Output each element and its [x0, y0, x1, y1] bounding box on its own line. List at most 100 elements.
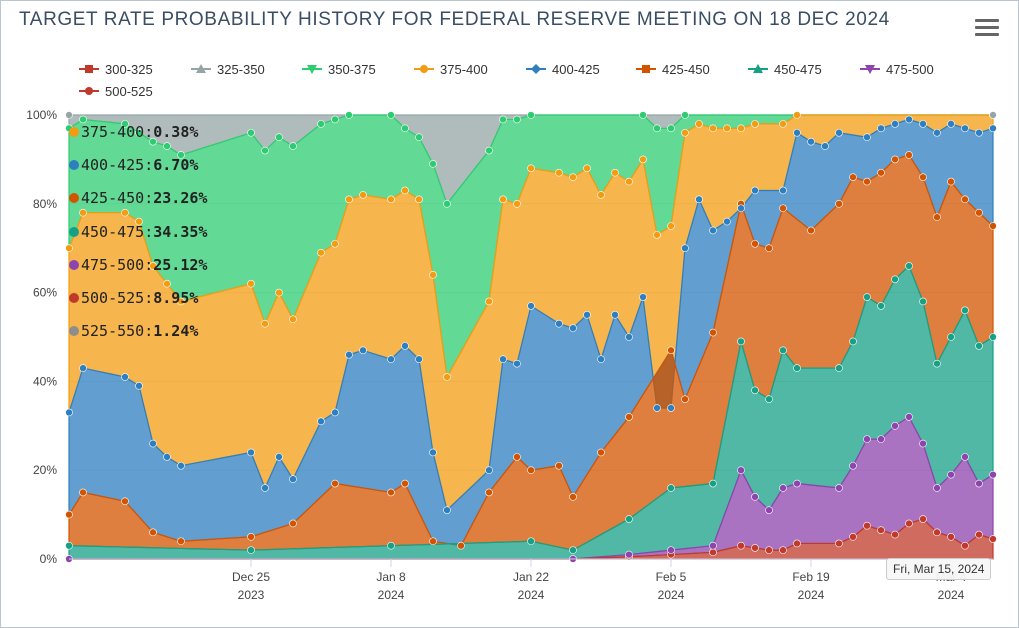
data-point [625, 177, 633, 186]
data-point [499, 355, 507, 364]
x-tick-year: 2024 [938, 588, 965, 602]
data-point [163, 453, 171, 461]
data-point [989, 111, 997, 119]
value-label-value: 8.95% [153, 289, 199, 308]
data-point [177, 537, 185, 546]
data-point [555, 319, 563, 328]
value-label-500-525: 500-525: 8.95% [69, 281, 207, 314]
data-point [975, 128, 983, 137]
data-point [149, 528, 157, 537]
data-point [905, 413, 913, 421]
data-point [639, 293, 647, 301]
data-point [331, 408, 339, 417]
value-label-375-400: 375-400: 0.38% [69, 115, 207, 148]
data-point [835, 364, 843, 372]
data-point [667, 484, 675, 492]
data-point [457, 541, 465, 550]
data-point [415, 195, 423, 204]
data-point [387, 355, 395, 364]
x-tick-year: 2024 [798, 588, 825, 602]
data-point [387, 488, 395, 497]
data-point [569, 493, 577, 501]
data-point [261, 484, 269, 492]
data-point [625, 515, 633, 523]
data-point [387, 195, 395, 204]
data-point [905, 151, 913, 159]
data-point [429, 537, 437, 546]
data-point [569, 546, 577, 554]
data-point [177, 297, 185, 306]
data-point [779, 546, 787, 554]
data-point [961, 195, 969, 204]
data-point [681, 111, 689, 119]
y-tick-label: 80% [33, 197, 57, 211]
legend-item-400-425: 400-425 [552, 62, 600, 77]
data-point [597, 448, 605, 457]
data-point [709, 226, 717, 235]
data-point [933, 484, 941, 492]
data-point [961, 306, 969, 315]
data-point [961, 124, 969, 133]
legend-item-300-325: 300-325 [105, 62, 153, 77]
data-point [737, 541, 745, 550]
data-point [709, 328, 717, 337]
data-point [933, 213, 941, 221]
data-point [163, 142, 171, 150]
data-point [667, 346, 675, 355]
data-point [275, 133, 283, 141]
data-point [597, 191, 605, 199]
data-point [639, 155, 647, 164]
data-point [961, 541, 969, 550]
data-point [149, 439, 157, 448]
data-point [499, 115, 507, 124]
data-point [989, 124, 997, 133]
data-point [429, 160, 437, 168]
value-label-525-550: 525-550: 1.24% [69, 315, 207, 348]
x-tick-year: 2024 [378, 588, 405, 602]
data-point [891, 530, 899, 539]
data-point [331, 115, 339, 124]
data-point [79, 115, 87, 124]
data-point [751, 186, 759, 195]
legend-marker [865, 65, 875, 74]
data-point [401, 342, 409, 350]
data-point [765, 546, 773, 554]
data-point [667, 222, 675, 230]
value-label-name: 500-525: [81, 289, 154, 308]
data-point [793, 539, 801, 548]
value-label-name: 450-475: [81, 222, 154, 241]
data-point [79, 364, 87, 372]
data-point [583, 310, 591, 319]
data-point [849, 337, 857, 346]
data-point [947, 532, 955, 541]
hamburger-menu-icon[interactable] [975, 19, 999, 39]
data-point [877, 302, 885, 310]
data-point [639, 111, 647, 119]
data-point [779, 484, 787, 492]
legend-marker [531, 64, 541, 74]
data-point [135, 128, 143, 137]
data-point [919, 297, 927, 306]
data-point [527, 537, 535, 546]
data-point [919, 515, 927, 523]
data-point [737, 466, 745, 475]
legend-marker [307, 65, 317, 74]
data-point [975, 342, 983, 350]
y-tick-label: 60% [33, 286, 57, 300]
legend-item-350-375: 350-375 [328, 62, 376, 77]
data-point [947, 120, 955, 128]
data-point [919, 173, 927, 181]
data-point [527, 164, 535, 173]
data-point [891, 275, 899, 284]
data-point [695, 195, 703, 204]
data-point [289, 475, 297, 483]
chart-title: TARGET RATE PROBABILITY HISTORY FOR FEDE… [19, 9, 890, 30]
data-point [989, 470, 997, 479]
data-point [527, 302, 535, 310]
data-point [877, 526, 885, 534]
data-point [751, 493, 759, 501]
data-point [79, 208, 87, 217]
data-point [317, 248, 325, 257]
value-label-name: 425-450: [81, 189, 154, 208]
